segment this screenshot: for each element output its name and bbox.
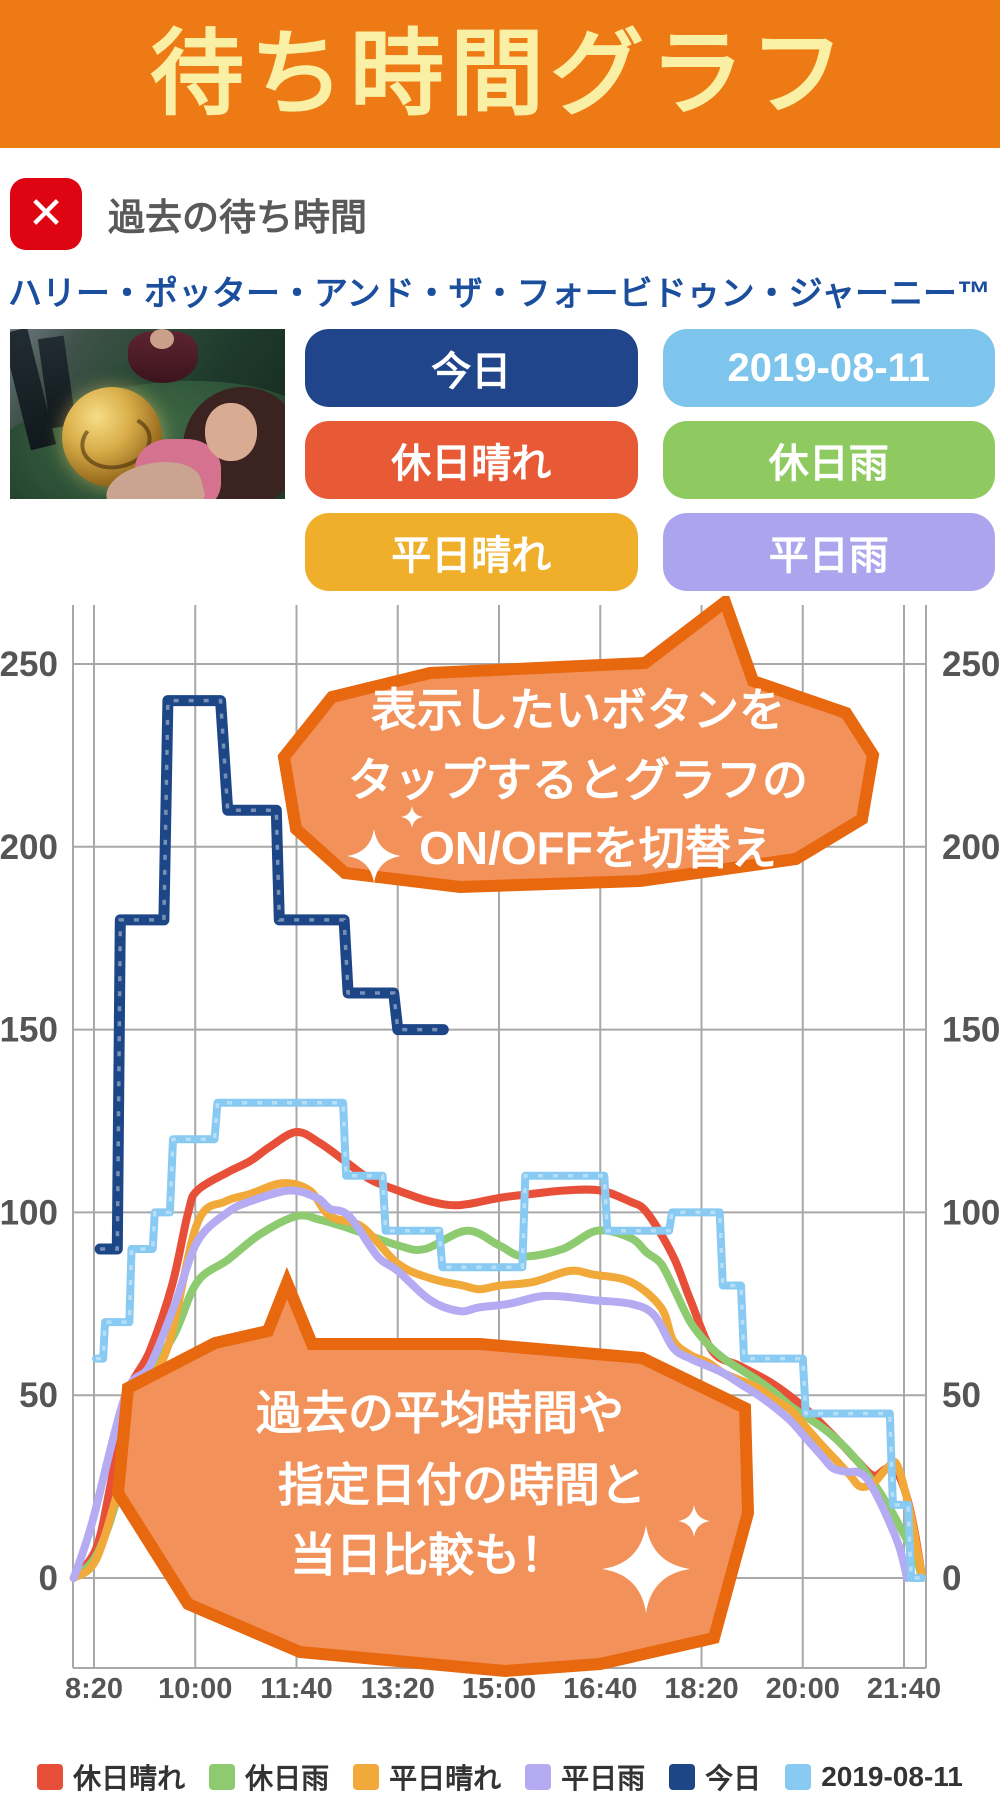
y-axis-label-left: 50 bbox=[19, 1376, 58, 1415]
toggle-button-date[interactable]: 2019-08-11 bbox=[662, 329, 995, 407]
page-title: 待ち時間グラフ bbox=[149, 21, 850, 126]
rider-woman-face bbox=[205, 403, 257, 461]
wait-time-chart: 0 0 50 50 100 100 150 150 200 200 250 250 8:20 10:00 1… bbox=[0, 592, 1000, 1705]
toggle-button-weekday-sun[interactable]: 平日晴れ bbox=[305, 513, 638, 591]
y-axis-label-right: 100 bbox=[942, 1193, 1000, 1232]
toggle-button-label: 2019-08-11 bbox=[727, 345, 930, 390]
series-line-休日雨 bbox=[69, 1211, 927, 1582]
sparkle-icon bbox=[678, 1505, 710, 1537]
toggle-button-holiday-rain[interactable]: 休日雨 bbox=[662, 421, 995, 499]
toggle-button-label: 今日 bbox=[431, 350, 512, 394]
legend-swatch bbox=[525, 1764, 552, 1790]
callout-bubble-primary bbox=[277, 592, 880, 894]
ride-thumbnail bbox=[10, 329, 285, 499]
legend-label: 2019-08-11 bbox=[821, 1761, 963, 1792]
toggle-button-label: 休日雨 bbox=[768, 442, 889, 486]
callout-text: 表示したいボタンを bbox=[371, 684, 785, 736]
app-header: 待ち時間グラフ bbox=[0, 0, 1000, 148]
close-button[interactable]: ✕ bbox=[10, 178, 82, 250]
y-axis-label-left: 200 bbox=[0, 828, 58, 867]
x-axis-label: 11:40 bbox=[260, 1673, 333, 1705]
chart-area: 0 0 50 50 100 100 150 150 200 200 250 250 8:20 10:00 1… bbox=[0, 592, 1000, 1731]
legend-item-2019-08-11: 2019-08-11 bbox=[785, 1761, 963, 1793]
legend-item-今日: 今日 bbox=[669, 1757, 761, 1797]
legend-label: 休日雨 bbox=[245, 1763, 330, 1794]
x-axis-label: 20:00 bbox=[766, 1673, 840, 1705]
toggle-button-label: 平日晴れ bbox=[391, 534, 552, 578]
series-line-今日 bbox=[94, 695, 449, 1255]
sparkle-icon bbox=[347, 829, 401, 883]
broom-rider bbox=[128, 329, 198, 383]
legend-label: 休日晴れ bbox=[73, 1763, 186, 1794]
toggle-button-label: 平日雨 bbox=[768, 534, 889, 578]
series-line-2019-08-11 bbox=[92, 1098, 927, 1582]
toggle-button-holiday-sun[interactable]: 休日晴れ bbox=[305, 421, 638, 499]
series-line-texture bbox=[100, 698, 444, 1251]
y-axis-label-right: 0 bbox=[942, 1559, 961, 1598]
ride-title: ハリー・ポッター・アンド・ザ・フォービドゥン・ジャーニー™ bbox=[8, 275, 991, 313]
callout-text: 過去の平均時間や bbox=[256, 1387, 624, 1439]
y-axis-label-right: 50 bbox=[942, 1376, 981, 1415]
callout-text: 指定日付の時間と bbox=[278, 1459, 646, 1511]
y-axis-label-right: 250 bbox=[942, 645, 1000, 684]
legend-swatch bbox=[209, 1764, 236, 1790]
series-line-texture bbox=[96, 1100, 923, 1580]
x-axis-label: 8:20 bbox=[65, 1673, 123, 1705]
subheader-title: 過去の待ち時間 bbox=[108, 197, 367, 238]
legend-item-休日晴れ: 休日晴れ bbox=[37, 1757, 185, 1797]
legend-item-休日雨: 休日雨 bbox=[209, 1757, 329, 1797]
series-toggle-grid: 今日 2019-08-11 休日晴れ 休日雨平日晴れ 平日雨 bbox=[305, 329, 995, 591]
subheader-row: ✕ 過去の待ち時間 bbox=[10, 178, 1000, 250]
toggle-button-weekday-rain[interactable]: 平日雨 bbox=[662, 513, 995, 591]
controls-area: 今日 2019-08-11 休日晴れ 休日雨平日晴れ 平日雨 bbox=[10, 329, 995, 591]
legend-item-平日晴れ: 平日晴れ bbox=[353, 1757, 501, 1797]
callout-text: タップするとグラフの bbox=[348, 754, 808, 806]
toggle-button-label: 休日晴れ bbox=[391, 442, 552, 486]
y-axis-label-left: 150 bbox=[0, 1011, 58, 1050]
callout-text: ON/OFFを切替え bbox=[419, 822, 777, 874]
legend-swatch bbox=[669, 1764, 696, 1790]
chart-legend: 休日晴れ 休日雨 平日晴れ 平日雨 今日 2019-08-11 bbox=[0, 1757, 1000, 1797]
x-axis-label: 18:20 bbox=[664, 1673, 738, 1705]
y-axis-label-left: 0 bbox=[39, 1559, 58, 1598]
y-axis-label-right: 150 bbox=[942, 1011, 1000, 1050]
callout-text: 当日比較も！ bbox=[290, 1529, 566, 1581]
legend-label: 今日 bbox=[705, 1763, 762, 1794]
x-axis-label: 15:00 bbox=[462, 1673, 536, 1705]
sparkle-icon bbox=[401, 806, 423, 828]
x-axis-label: 21:40 bbox=[867, 1673, 941, 1705]
close-icon: ✕ bbox=[27, 189, 65, 238]
legend-swatch bbox=[37, 1764, 64, 1790]
legend-swatch bbox=[353, 1764, 380, 1790]
series-line-平日雨 bbox=[69, 1186, 911, 1582]
y-axis-label-left: 250 bbox=[0, 645, 58, 684]
sparkle-icon bbox=[602, 1525, 690, 1613]
legend-label: 平日雨 bbox=[561, 1763, 646, 1794]
x-axis-label: 16:40 bbox=[563, 1673, 637, 1705]
y-axis-label-left: 100 bbox=[0, 1193, 58, 1232]
toggle-button-today[interactable]: 今日 bbox=[305, 329, 638, 407]
legend-label: 平日晴れ bbox=[389, 1763, 502, 1794]
y-axis-label-right: 200 bbox=[942, 828, 1000, 867]
legend-item-平日雨: 平日雨 bbox=[525, 1757, 645, 1797]
x-axis-label: 13:20 bbox=[361, 1673, 435, 1705]
x-axis-label: 10:00 bbox=[158, 1673, 232, 1705]
callout-bubble-secondary bbox=[111, 1266, 755, 1678]
legend-swatch bbox=[785, 1764, 812, 1790]
